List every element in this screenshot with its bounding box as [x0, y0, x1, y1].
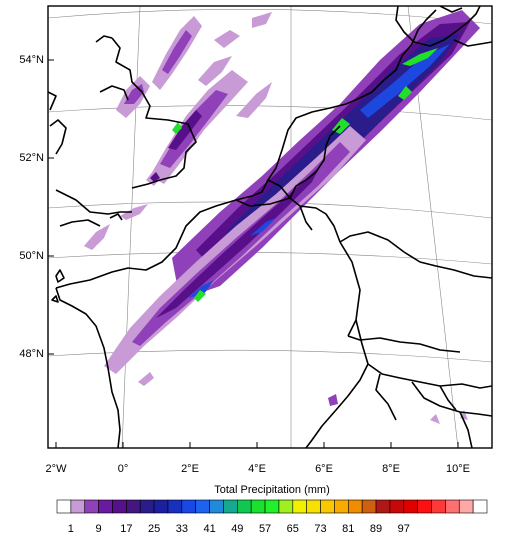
colorbar-swatch: [84, 499, 99, 514]
coastlines-and-borders: [48, 6, 492, 448]
precip-contour-dark: [150, 172, 160, 182]
precip-contour-dark: [156, 166, 320, 318]
lon-label-6e: 6°E: [315, 463, 333, 475]
colorbar-swatch: [153, 499, 169, 514]
colorbar-tick-label: 33: [175, 523, 188, 535]
colorbar-tick-label: 17: [120, 523, 133, 535]
colorbar-tick-label: 9: [95, 523, 102, 535]
precip-contour-medium: [328, 394, 338, 406]
lat-label-50n: 50°N: [19, 250, 44, 262]
colorbar-tick-label: 73: [314, 523, 327, 535]
colorbar-swatch: [445, 499, 460, 514]
precip-contour-dark: [168, 110, 202, 150]
colorbar-swatch: [237, 499, 252, 514]
colorbar-swatch: [98, 499, 113, 514]
colorbar-swatch: [56, 499, 72, 514]
colorbar-swatch: [292, 499, 307, 514]
colorbar-swatch: [250, 499, 266, 514]
colorbar-swatch: [320, 499, 335, 514]
precip-contour-light: [214, 30, 240, 48]
precip-contour-light: [138, 372, 154, 386]
colorbar-swatch: [403, 499, 418, 514]
lon-label-8e: 8°E: [382, 463, 400, 475]
colorbar-swatch: [209, 499, 224, 514]
precip-contour-light: [198, 56, 232, 86]
colorbar-tick-label: 97: [397, 523, 410, 535]
colorbar-swatch: [264, 499, 280, 514]
colorbar-tick-label: 1: [67, 523, 74, 535]
colorbar-swatch: [472, 499, 488, 514]
precipitation-field: [84, 10, 480, 424]
colorbar-title: Total Precipitation (mm): [214, 484, 330, 496]
lat-label-52n: 52°N: [19, 152, 44, 164]
colorbar-swatch: [181, 499, 197, 514]
colorbar-swatch: [389, 499, 405, 514]
precip-contour-light: [120, 204, 148, 220]
colorbar-swatch: [375, 499, 391, 514]
colorbar-swatch: [334, 499, 349, 514]
precip-contour-blue: [250, 218, 276, 236]
colorbar-swatch: [195, 499, 210, 514]
precip-contour-green: [194, 290, 206, 302]
colorbar-swatch: [278, 499, 294, 514]
lat-label-54n: 54°N: [19, 54, 44, 66]
precip-contour-green: [172, 122, 182, 134]
lat-label-48n: 48°N: [19, 348, 44, 360]
lon-label-4e: 4°E: [248, 463, 266, 475]
colorbar-swatch: [112, 499, 127, 514]
colorbar-swatch: [361, 499, 377, 514]
lon-label-2w: 2°W: [45, 463, 67, 475]
colorbar-tick-label: 57: [258, 523, 272, 535]
precip-contour-light: [236, 82, 272, 118]
map-area: [48, 6, 492, 448]
precip-contour-medium: [162, 30, 192, 74]
colorbar-tick-label: 25: [147, 523, 161, 535]
precip-contour-light: [84, 224, 110, 250]
precip-contour-blue: [188, 280, 214, 298]
colorbar: [56, 499, 488, 514]
precip-contour-blue: [360, 44, 450, 118]
lon-label-0: 0°: [117, 463, 129, 475]
precip-contour-light: [252, 12, 272, 28]
colorbar-swatch: [70, 499, 86, 514]
precip-contour-green: [402, 48, 438, 66]
colorbar-tick-label: 65: [286, 523, 299, 535]
colorbar-swatch: [458, 499, 474, 514]
colorbar-swatch: [431, 499, 446, 514]
colorbar-swatch: [347, 499, 363, 514]
lon-label-2e: 2°E: [181, 463, 199, 475]
precip-contour-green: [398, 86, 412, 100]
colorbar-tick-label: 49: [231, 523, 244, 535]
colorbar-swatch: [417, 499, 432, 514]
colorbar-tick-label: 41: [203, 523, 216, 535]
lon-label-10e: 10°E: [446, 463, 470, 475]
colorbar-swatch: [126, 499, 141, 514]
colorbar-swatch: [223, 499, 238, 514]
colorbar-tick-label: 89: [369, 523, 383, 535]
colorbar-swatch: [167, 499, 183, 514]
precip-contour-medium: [160, 90, 228, 168]
colorbar-swatch: [306, 499, 321, 514]
map-frame: [47, 5, 493, 449]
precip-contour-light: [430, 414, 440, 424]
colorbar-swatch: [139, 499, 155, 514]
axis-ticks: [48, 59, 459, 448]
colorbar-tick-label: 81: [342, 523, 355, 535]
